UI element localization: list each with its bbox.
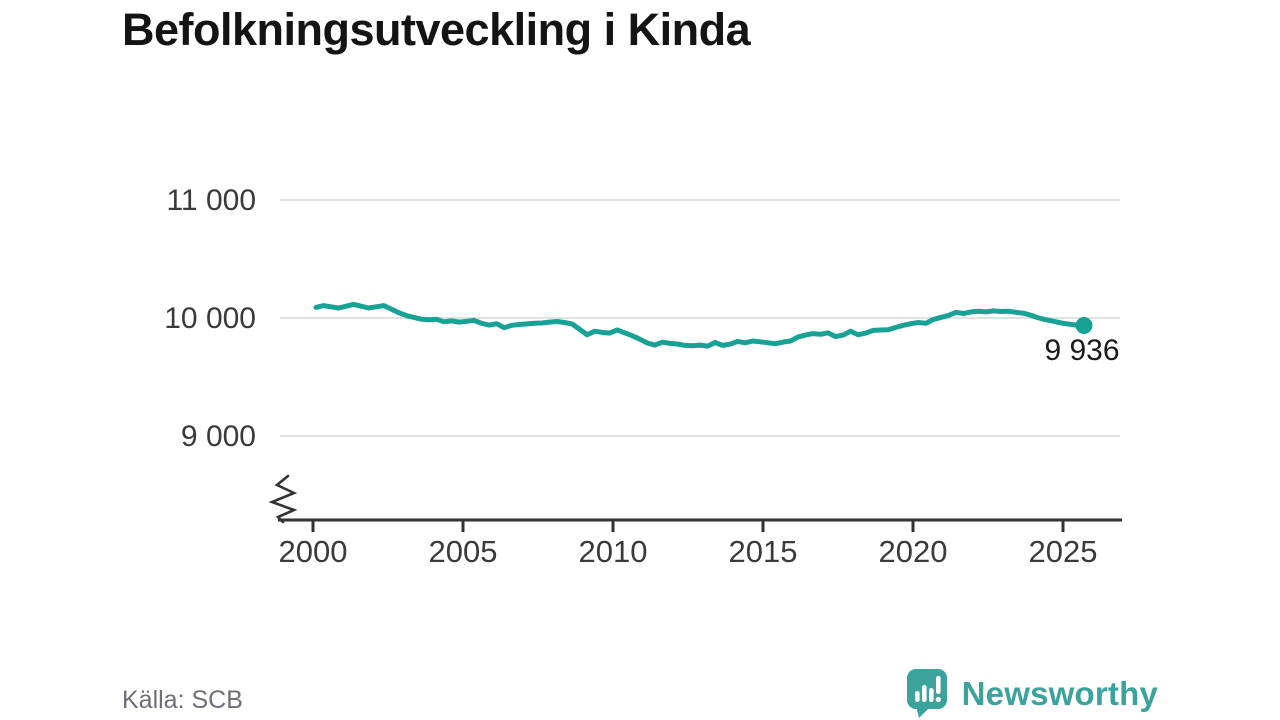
x-tick-label-2020: 2020 <box>879 534 948 569</box>
chart-title: Befolkningsutveckling i Kinda <box>122 4 751 55</box>
x-tick-label-2015: 2015 <box>729 534 798 569</box>
newsworthy-wordmark: Newsworthy <box>961 674 1158 712</box>
y-tick-label-9000: 9 000 <box>181 420 256 453</box>
x-tick-label-2025: 2025 <box>1029 534 1098 569</box>
x-tick-label-2010: 2010 <box>579 534 648 569</box>
series-end-dot <box>1075 317 1093 335</box>
y-axis-break-icon <box>268 474 298 524</box>
x-tick-label-2000: 2000 <box>279 534 348 569</box>
population-series-line <box>313 301 1087 349</box>
newsworthy-bubble-chart-icon <box>906 669 947 718</box>
newsworthy-logo: Newsworthy <box>906 668 1158 719</box>
x-tick-label-2005: 2005 <box>429 534 498 569</box>
y-tick-label-11000: 11 000 <box>166 184 256 217</box>
source-label: Källa: SCB <box>122 686 243 714</box>
y-tick-label-10000: 10 000 <box>164 302 256 335</box>
end-value-label: 9 936 <box>1044 334 1119 367</box>
